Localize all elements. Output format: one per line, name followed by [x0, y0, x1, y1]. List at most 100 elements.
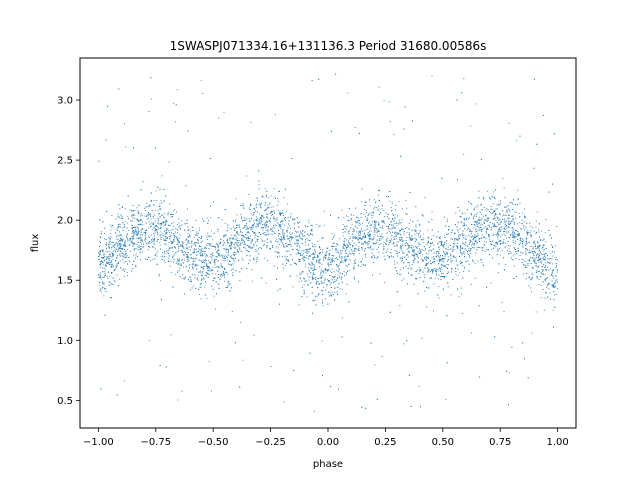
data-point	[409, 251, 410, 253]
data-point	[197, 235, 199, 237]
data-point	[132, 211, 134, 213]
data-point	[347, 254, 349, 256]
data-point	[345, 250, 347, 251]
data-point	[419, 232, 421, 234]
data-point	[163, 239, 165, 241]
data-point	[331, 276, 333, 278]
data-point	[329, 281, 331, 283]
data-point	[501, 234, 503, 236]
data-point	[518, 212, 520, 214]
data-point	[150, 225, 152, 227]
data-point	[453, 245, 455, 247]
data-point	[459, 210, 461, 212]
data-point	[327, 264, 329, 265]
data-point	[154, 255, 156, 257]
data-point	[265, 234, 267, 236]
data-point	[420, 250, 422, 252]
data-point	[146, 243, 148, 244]
data-point	[546, 286, 548, 288]
data-point	[163, 235, 165, 237]
data-point	[202, 266, 204, 267]
data-point	[497, 238, 499, 240]
data-point	[247, 232, 249, 234]
data-point	[464, 212, 466, 214]
data-point	[246, 218, 248, 220]
data-point	[201, 254, 203, 256]
data-point	[312, 272, 314, 274]
data-point	[154, 220, 156, 222]
data-point	[306, 255, 308, 256]
data-point	[522, 225, 524, 227]
data-point	[481, 217, 483, 219]
data-point	[517, 198, 519, 200]
data-point	[509, 237, 511, 239]
data-point	[342, 250, 343, 252]
data-point	[287, 227, 289, 229]
data-point	[475, 239, 477, 241]
data-point	[446, 233, 448, 235]
data-point	[206, 255, 208, 257]
data-point	[250, 121, 252, 123]
data-point	[462, 243, 464, 245]
data-point	[164, 230, 165, 232]
data-point	[206, 263, 208, 265]
data-point	[528, 285, 530, 287]
data-point	[533, 240, 535, 242]
data-point	[301, 230, 303, 232]
data-point	[440, 279, 442, 281]
data-point	[355, 247, 357, 249]
data-point	[228, 251, 229, 253]
data-point	[204, 274, 206, 276]
data-point	[290, 234, 292, 236]
data-point	[538, 231, 540, 233]
data-point	[195, 242, 197, 243]
data-point	[133, 249, 135, 250]
data-point	[202, 271, 204, 273]
data-point	[375, 201, 377, 203]
data-point	[379, 273, 381, 275]
data-point	[553, 326, 554, 328]
data-point	[467, 251, 468, 252]
data-point	[193, 258, 195, 259]
data-point	[504, 231, 506, 232]
data-point	[234, 238, 236, 240]
data-point	[308, 220, 310, 221]
data-point	[513, 222, 515, 224]
data-point	[184, 293, 185, 295]
data-point	[545, 219, 547, 220]
data-point	[200, 241, 202, 243]
data-point	[144, 241, 146, 243]
data-point	[224, 280, 226, 282]
data-point	[260, 216, 262, 218]
data-point	[138, 224, 139, 225]
data-point	[505, 227, 507, 229]
data-point	[226, 251, 228, 253]
data-point	[374, 202, 376, 204]
data-point	[494, 210, 496, 212]
data-point	[153, 239, 155, 241]
data-point	[436, 271, 438, 273]
data-point	[529, 287, 531, 289]
data-point	[481, 228, 483, 230]
data-point	[477, 219, 479, 221]
data-point	[505, 211, 507, 213]
data-point	[526, 222, 528, 224]
data-point	[171, 232, 172, 234]
data-point	[403, 128, 405, 130]
data-point	[146, 229, 148, 231]
data-point	[185, 238, 187, 240]
data-point	[133, 248, 135, 250]
data-point	[148, 221, 150, 223]
data-point	[297, 253, 299, 255]
data-point	[164, 256, 166, 258]
data-point	[132, 216, 134, 218]
data-point	[104, 256, 106, 258]
data-point	[261, 239, 263, 241]
data-point	[490, 198, 492, 200]
data-point	[338, 274, 340, 276]
data-point	[503, 187, 505, 189]
data-point	[321, 340, 323, 342]
data-point	[306, 248, 308, 250]
data-point	[231, 258, 233, 260]
data-point	[190, 258, 192, 260]
